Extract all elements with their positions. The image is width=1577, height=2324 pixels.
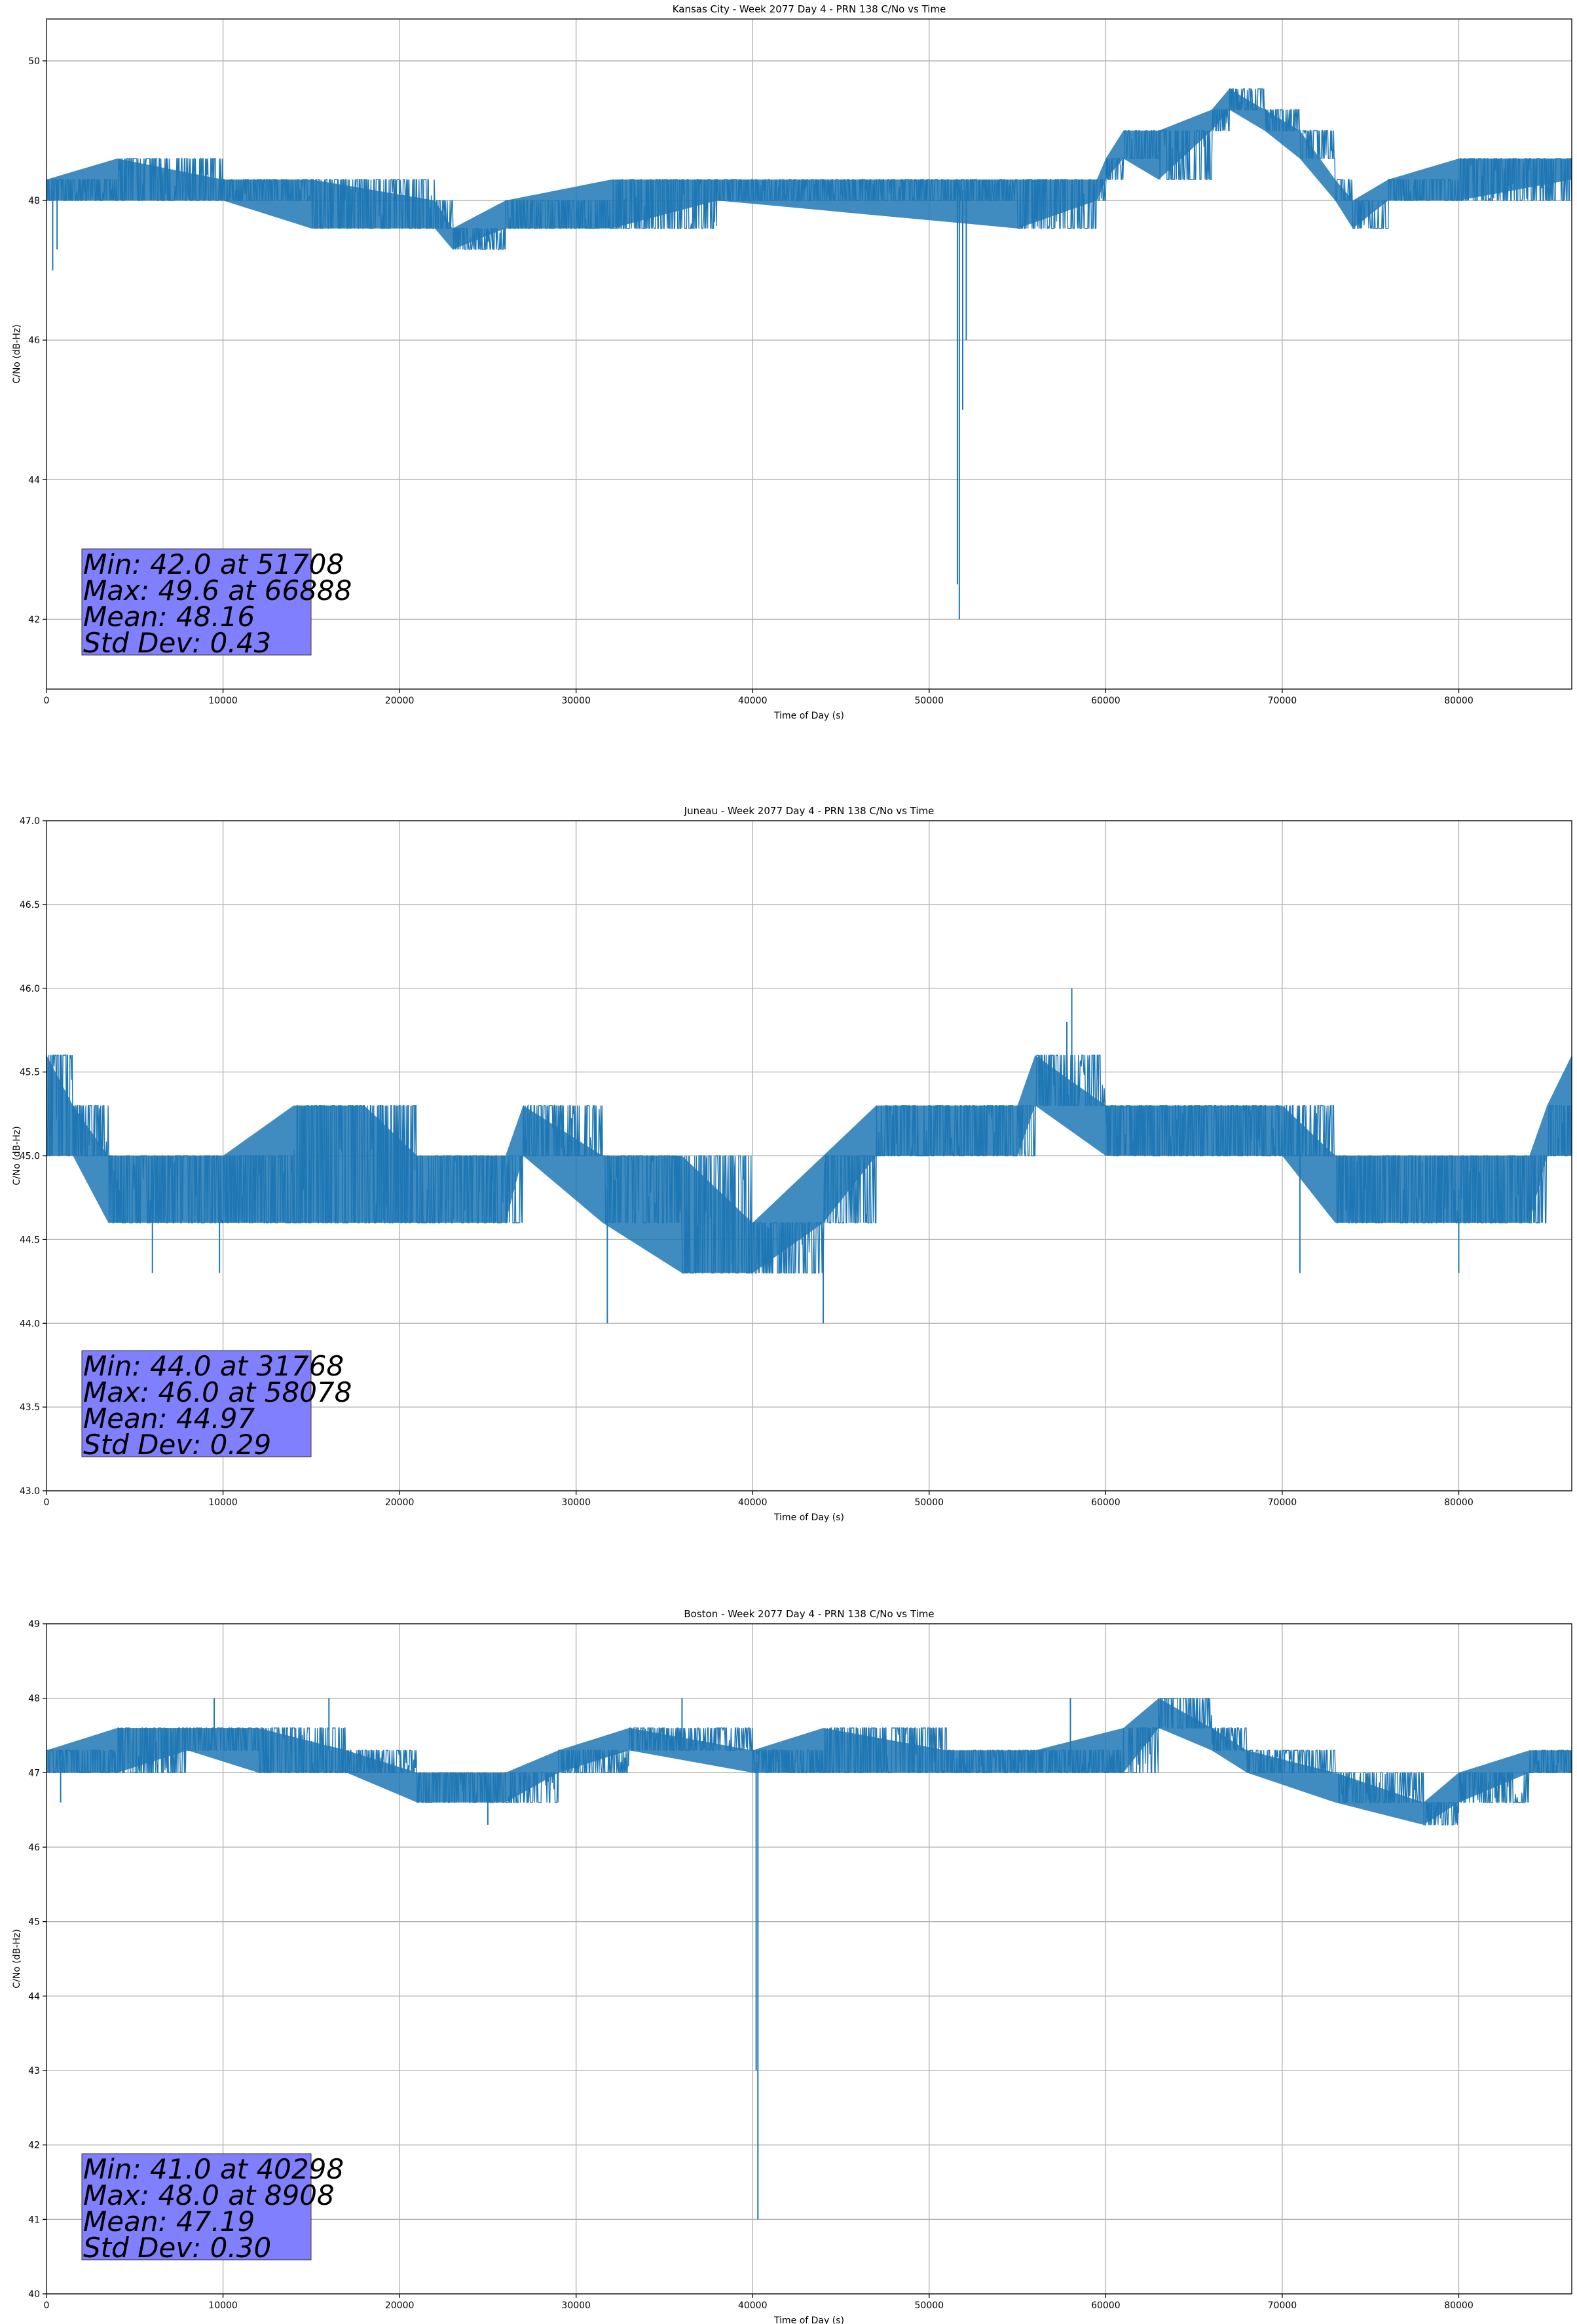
y-tick-label: 49	[28, 1619, 40, 1630]
y-tick-label: 46.0	[20, 984, 40, 994]
plot-frame	[46, 1623, 1572, 2295]
x-tick-label: 60000	[1091, 696, 1121, 706]
chart-2: Boston - Week 2077 Day 4 - PRN 138 C/No …	[12, 1608, 1572, 2324]
stats-line: Max: 49.6 at 66888	[83, 574, 352, 607]
y-tick-label: 48	[28, 196, 40, 206]
y-tick-label: 47.0	[20, 816, 40, 827]
y-tick-label: 40	[28, 2289, 40, 2300]
stats-line: Min: 42.0 at 51708	[83, 548, 344, 580]
y-tick-label: 43.0	[20, 1486, 40, 1497]
y-tick-label: 46	[28, 335, 40, 346]
x-axis-label: Time of Day (s)	[773, 711, 844, 721]
x-tick-label: 30000	[561, 696, 591, 706]
stats-line: Mean: 47.19	[83, 2205, 255, 2238]
x-tick-label: 40000	[738, 1497, 768, 1508]
y-tick-label: 41	[28, 2215, 40, 2225]
x-tick-label: 50000	[915, 696, 944, 706]
y-tick-label: 43	[28, 2066, 40, 2076]
stats-line: Mean: 48.16	[83, 601, 255, 633]
stats-line: Max: 48.0 at 8908	[83, 2179, 335, 2211]
y-tick-label: 45.0	[20, 1152, 40, 1162]
x-tick-label: 0	[44, 696, 50, 706]
x-tick-label: 50000	[915, 1497, 944, 1508]
x-tick-label: 10000	[208, 696, 238, 706]
x-tick-label: 20000	[385, 696, 415, 706]
y-tick-label: 47	[28, 1768, 40, 1778]
y-tick-label: 46.5	[20, 900, 40, 910]
x-tick-label: 30000	[561, 1497, 591, 1508]
y-tick-label: 45	[28, 1917, 40, 1928]
chart-title: Kansas City - Week 2077 Day 4 - PRN 138 …	[673, 3, 946, 15]
chart-title: Boston - Week 2077 Day 4 - PRN 138 C/No …	[684, 1608, 934, 1620]
x-tick-label: 10000	[208, 1497, 238, 1508]
y-tick-label: 43.5	[20, 1402, 40, 1413]
x-tick-label: 60000	[1091, 1497, 1121, 1508]
chart-1: Juneau - Week 2077 Day 4 - PRN 138 C/No …	[12, 805, 1572, 1523]
x-tick-label: 40000	[738, 696, 768, 706]
stats-box	[81, 2153, 312, 2260]
plot-frame	[46, 18, 1572, 690]
y-axis-label: C/No (dB-Hz)	[12, 324, 22, 383]
stats-line: Std Dev: 0.43	[83, 627, 271, 659]
x-tick-label: 30000	[561, 2300, 591, 2311]
x-tick-label: 40000	[738, 2300, 768, 2311]
x-tick-label: 10000	[208, 2300, 238, 2311]
x-tick-label: 80000	[1444, 696, 1474, 706]
y-tick-label: 45.5	[20, 1068, 40, 1078]
y-axis-label: C/No (dB-Hz)	[12, 1126, 22, 1185]
chart-0: Kansas City - Week 2077 Day 4 - PRN 138 …	[12, 3, 1572, 721]
stats-line: Min: 44.0 at 31768	[83, 1350, 344, 1382]
y-tick-label: 44.0	[20, 1319, 40, 1329]
x-axis-label: Time of Day (s)	[773, 2315, 844, 2324]
y-tick-label: 44	[28, 1991, 40, 2002]
x-tick-label: 0	[44, 2300, 50, 2311]
chart-title: Juneau - Week 2077 Day 4 - PRN 138 C/No …	[684, 805, 935, 817]
stats-line: Std Dev: 0.30	[83, 2232, 271, 2264]
y-tick-label: 44.5	[20, 1235, 40, 1245]
y-tick-label: 42	[28, 2141, 40, 2151]
y-tick-label: 48	[28, 1694, 40, 1704]
x-tick-label: 80000	[1444, 1497, 1474, 1508]
y-tick-label: 46	[28, 1843, 40, 1853]
y-tick-label: 42	[28, 614, 40, 625]
cno-density-band	[46, 88, 1572, 250]
x-tick-label: 70000	[1268, 1497, 1297, 1508]
y-tick-label: 50	[28, 56, 40, 67]
y-axis-label: C/No (dB-Hz)	[12, 1929, 22, 1988]
x-tick-label: 80000	[1444, 2300, 1474, 2311]
x-tick-label: 70000	[1268, 2300, 1297, 2311]
cno-series-line	[46, 88, 1572, 250]
stats-box	[81, 548, 312, 656]
x-tick-label: 20000	[385, 2300, 415, 2311]
x-tick-label: 60000	[1091, 2300, 1121, 2311]
cno-density-band	[46, 1698, 1572, 1825]
x-tick-label: 50000	[915, 2300, 944, 2311]
stats-line: Std Dev: 0.29	[83, 1429, 271, 1461]
stats-line: Mean: 44.97	[83, 1402, 255, 1434]
x-tick-label: 70000	[1268, 696, 1297, 706]
x-tick-label: 0	[44, 1497, 50, 1508]
x-axis-label: Time of Day (s)	[773, 1512, 844, 1523]
stats-line: Max: 46.0 at 58078	[83, 1376, 352, 1408]
stats-box	[81, 1350, 312, 1457]
y-tick-label: 44	[28, 475, 40, 485]
x-tick-label: 20000	[385, 1497, 415, 1508]
stats-line: Min: 41.0 at 40298	[83, 2153, 344, 2185]
cno-density-band	[46, 1055, 1572, 1273]
